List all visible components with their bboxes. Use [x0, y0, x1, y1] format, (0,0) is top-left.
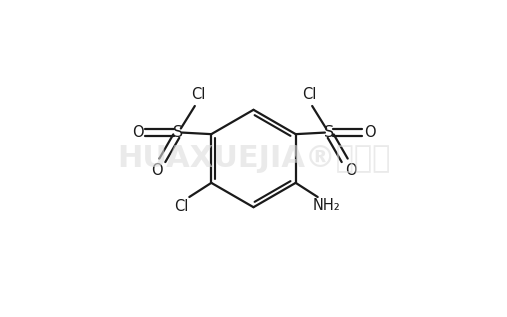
- Text: S: S: [173, 125, 184, 140]
- Text: NH₂: NH₂: [312, 198, 340, 213]
- Text: O: O: [345, 163, 356, 178]
- Text: Cl: Cl: [174, 199, 189, 214]
- Text: Cl: Cl: [191, 87, 205, 102]
- Text: Cl: Cl: [302, 87, 316, 102]
- Text: O: O: [364, 125, 375, 140]
- Text: HUAXUEJIA®化学加: HUAXUEJIA®化学加: [117, 144, 390, 173]
- Text: O: O: [151, 163, 162, 178]
- Text: S: S: [323, 125, 334, 140]
- Text: O: O: [132, 125, 143, 140]
